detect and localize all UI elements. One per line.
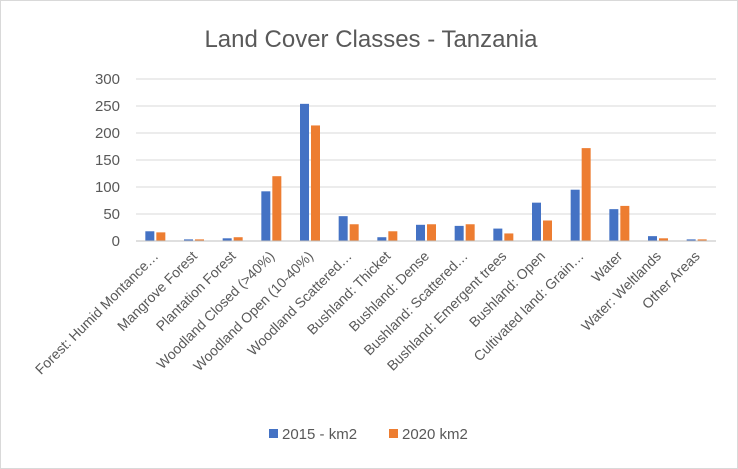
y-axis-ticks: 0 50 100 150 200 250 300 (95, 71, 120, 250)
bar-2015 (300, 103, 309, 241)
legend-swatch (389, 429, 398, 438)
gridlines (136, 78, 716, 215)
bar-2015 (184, 239, 193, 241)
bar-2020 (620, 205, 630, 241)
bar-2015 (145, 231, 155, 241)
y-tick-label: 150 (95, 152, 120, 169)
y-tick-label: 50 (103, 206, 120, 223)
bar-2020 (272, 176, 282, 241)
bar-2020 (349, 224, 359, 241)
legend-label: 2020 km2 (402, 426, 468, 443)
y-tick-label: 250 (95, 98, 120, 115)
bar-2015 (261, 191, 271, 241)
bar-2015 (338, 216, 348, 241)
bar-2020 (427, 224, 436, 241)
bar-2015 (222, 238, 232, 241)
bar-2020 (233, 237, 243, 241)
bar-2015 (454, 225, 464, 241)
y-tick-label: 0 (112, 233, 120, 250)
bar-2020 (543, 220, 552, 241)
y-tick-label: 300 (95, 71, 120, 88)
bar-2020 (504, 233, 514, 241)
bar-2020 (697, 239, 707, 241)
bar-2015 (377, 237, 387, 241)
bars (145, 103, 707, 241)
bar-2015 (493, 228, 503, 241)
legend-label: 2015 - km2 (282, 426, 357, 443)
bar-2020 (465, 224, 475, 241)
bar-2020 (311, 125, 320, 241)
bar-2015 (648, 236, 657, 241)
bar-2015 (416, 224, 425, 241)
y-tick-label: 100 (95, 179, 120, 196)
bar-2020 (388, 231, 398, 241)
bar-2015 (570, 189, 580, 241)
x-axis-labels: Forest: Humid Montance…Mangrove ForestPl… (32, 248, 703, 378)
legend-swatch (269, 429, 278, 438)
chart-title: Land Cover Classes - Tanzania (204, 26, 538, 53)
bar-2020 (195, 239, 204, 241)
bar-2020 (581, 148, 591, 241)
bar-2015 (532, 202, 541, 241)
bar-2020 (156, 232, 166, 241)
bar-2020 (659, 238, 668, 241)
bar-2015 (609, 209, 619, 241)
y-tick-label: 200 (95, 125, 120, 142)
bar-2015 (686, 239, 696, 241)
legend: 2015 - km2 2020 km2 (269, 426, 468, 443)
